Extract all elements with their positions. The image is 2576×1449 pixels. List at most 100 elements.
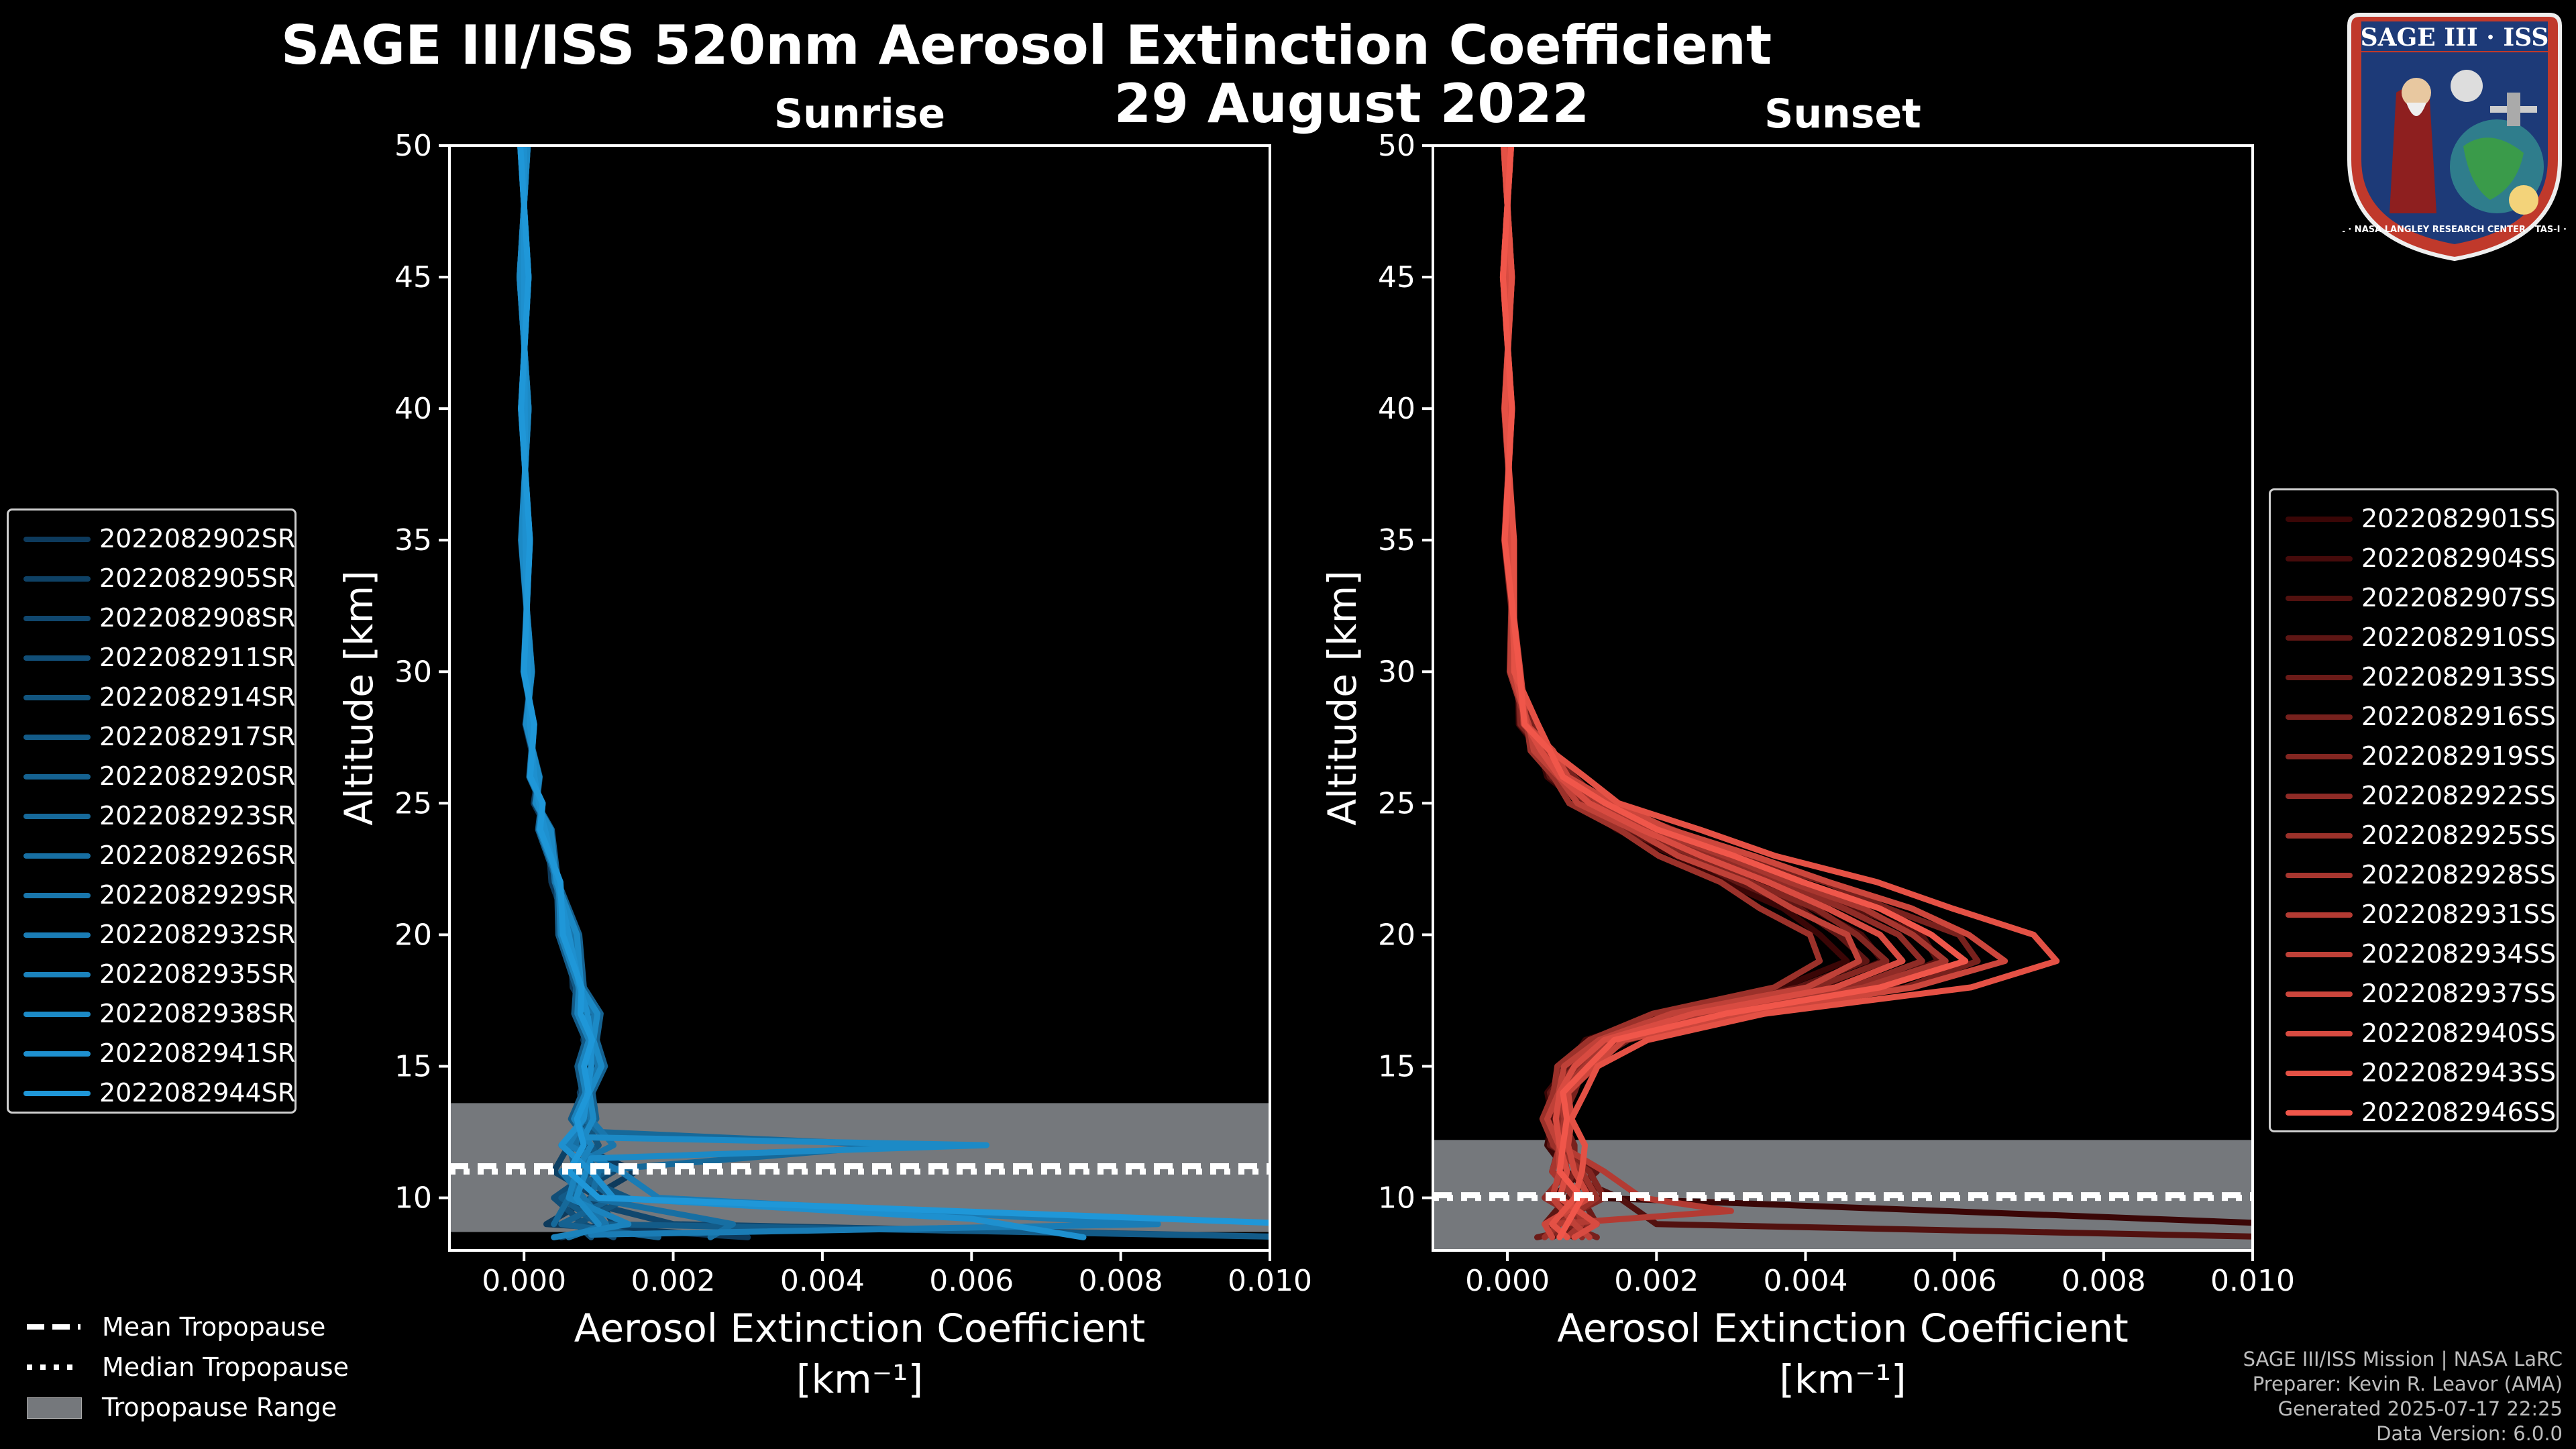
sunrise-legend: 2022082902SR 2022082905SR 2022082908SR 2022… [7, 508, 297, 1114]
tropopause-range-swatch [27, 1397, 82, 1419]
sunset-xtick-label: 0.004 [1763, 1264, 1847, 1298]
sunrise-xtick-label: 0.008 [1079, 1264, 1163, 1298]
sunrise-legend-entry: 2022082938SR [9, 995, 295, 1034]
sunset-legend-label: 2022082931SS [2361, 900, 2557, 929]
sunset-legend-entry: 2022082913SS [2271, 658, 2557, 697]
sunset-legend-entry: 2022082937SS [2271, 975, 2557, 1014]
sunrise-legend-swatch [23, 972, 91, 977]
sunrise-series-2022082944SR [517, 146, 1270, 1226]
sunset-legend-swatch [2286, 596, 2353, 601]
sunrise-ytick-label: 40 [394, 392, 432, 426]
tropopause-range-label: Tropopause Range [102, 1393, 337, 1422]
sunrise-legend-entry: 2022082920SR [9, 757, 295, 796]
sunset-legend-entry: 2022082907SS [2271, 579, 2557, 618]
sunset-legend-swatch [2286, 1071, 2353, 1076]
sunset-legend-swatch [2286, 714, 2353, 720]
sunset-ytick-label: 20 [1378, 918, 1415, 952]
sunset-legend-label: 2022082946SS [2361, 1097, 2557, 1127]
sunset-axes-frame [1432, 144, 2254, 1252]
sunrise-ytick-label: 45 [394, 260, 432, 294]
sunset-ytick-label: 45 [1378, 260, 1415, 294]
sunset-legend-swatch [2286, 1110, 2353, 1116]
sunset-legend-entry: 2022082940SS [2271, 1014, 2557, 1053]
sunrise-legend-swatch [23, 1091, 91, 1096]
sunrise-legend-label: 2022082902SR [99, 524, 296, 553]
sunrise-ytick-label: 50 [394, 129, 432, 163]
sunrise-ytick-label: 10 [394, 1181, 432, 1216]
mean-tropopause-label: Mean Tropopause [102, 1312, 326, 1342]
tropopause-legend: Mean Tropopause Median Tropopause Tropop… [13, 1308, 389, 1429]
sunrise-legend-entry: 2022082926SR [9, 837, 296, 875]
sunset-legend-swatch [2286, 991, 2353, 997]
sunrise-axes-frame [448, 144, 1271, 1252]
median-tropopause-label: Median Tropopause [102, 1352, 349, 1382]
sunset-legend-label: 2022082922SS [2361, 781, 2557, 810]
sunrise-legend-label: 2022082926SR [99, 841, 296, 870]
sunrise-legend-label: 2022082923SR [99, 801, 296, 830]
sunset-legend-swatch [2286, 754, 2353, 759]
sunrise-xtick-label: 0.002 [631, 1264, 716, 1298]
sunrise-legend-entry: 2022082929SR [9, 876, 295, 915]
sunrise-legend-swatch [23, 1051, 91, 1057]
sunrise-legend-label: 2022082935SR [99, 959, 296, 989]
footer-mission: SAGE III/ISS Mission | NASA LaRC [2243, 1348, 2563, 1371]
sunset-ytick-label: 15 [1378, 1050, 1415, 1084]
sunrise-legend-entry: 2022082917SR [9, 718, 296, 757]
sunrise-y-axis-label: Altitude [km] [336, 570, 382, 825]
sunset-y-axis-label: Altitude [km] [1320, 570, 1365, 825]
sunset-legend-entry: 2022082928SS [2271, 856, 2557, 895]
sunset-ytick-label: 35 [1378, 523, 1415, 557]
sunset-legend-entry: 2022082919SS [2271, 737, 2557, 776]
sunset-xtick-label: 0.008 [2061, 1264, 2146, 1298]
mean-tropopause-entry: Mean Tropopause [13, 1308, 389, 1346]
sunset-legend: 2022082901SS 2022082904SS 2022082907SS 2022… [2269, 488, 2559, 1132]
sunset-panel-title: Sunset [1764, 91, 1921, 138]
sunset-panel: 10 15 20 25 30 35 40 45 50 0.000 0.002 0.004 0.006 0.… [1320, 91, 2295, 1402]
sunset-legend-entry: 2022082910SS [2271, 619, 2557, 657]
sunrise-panel: 10 15 20 25 30 35 40 45 50 0.000 0.002 0.004 0.006 0.… [336, 91, 1312, 1402]
sunset-ytick-label: 50 [1378, 129, 1415, 163]
sunset-legend-label: 2022082940SS [2361, 1018, 2557, 1048]
sunrise-legend-entry: 2022082905SR [9, 559, 296, 598]
figure-title-line1: SAGE III/ISS 520nm Aerosol Extinction Co… [281, 14, 1772, 76]
sunrise-ytick-label: 30 [394, 655, 432, 689]
sunset-legend-label: 2022082916SS [2361, 702, 2557, 731]
sunset-legend-label: 2022082910SS [2361, 623, 2557, 652]
sunrise-x-axis-label: Aerosol Extinction Coefficient [574, 1305, 1146, 1351]
sunrise-legend-swatch [23, 1012, 91, 1017]
sunset-legend-entry: 2022082931SS [2271, 896, 2557, 934]
footer-preparer: Preparer: Kevin R. Leavor (AMA) [2252, 1373, 2563, 1395]
sunrise-legend-label: 2022082908SR [99, 603, 296, 633]
sunrise-legend-entry: 2022082914SR [9, 678, 295, 717]
sunrise-ytick-label: 20 [394, 918, 432, 952]
sunset-legend-label: 2022082928SS [2361, 860, 2557, 890]
sunrise-plot-area [449, 146, 1270, 1250]
mean-tropopause-swatch [27, 1324, 80, 1330]
sunrise-legend-label: 2022082917SR [99, 722, 296, 751]
sunset-xtick-label: 0.000 [1465, 1264, 1550, 1298]
footer-credits: SAGE III/ISS Mission | NASA LaRC Prepare… [2243, 1347, 2563, 1446]
sunset-legend-label: 2022082925SS [2361, 820, 2557, 850]
sunset-legend-label: 2022082934SS [2361, 939, 2557, 969]
sunrise-legend-swatch [23, 616, 91, 621]
sunrise-legend-entry: 2022082935SR [9, 955, 296, 994]
sunrise-legend-entry: 2022082902SR [9, 520, 296, 559]
sunset-legend-entry: 2022082934SS [2271, 935, 2557, 974]
sunrise-legend-swatch [23, 814, 91, 819]
figure-title-line2: 29 August 2022 [1114, 72, 1590, 135]
sunrise-legend-entry: 2022082932SR [9, 916, 295, 955]
sunrise-xtick-label: 0.006 [929, 1264, 1014, 1298]
sunrise-ytick-label: 25 [394, 786, 432, 820]
sunrise-x-axis-unit: [km⁻¹] [796, 1356, 923, 1402]
sunset-legend-swatch [2286, 794, 2353, 799]
sunset-legend-entry: 2022082946SS [2271, 1093, 2557, 1132]
sunrise-legend-label: 2022082905SR [99, 564, 296, 593]
median-tropopause-entry: Median Tropopause [13, 1348, 389, 1386]
median-tropopause-swatch [27, 1364, 80, 1370]
sunrise-xtick-label: 0.004 [780, 1264, 865, 1298]
sunset-legend-label: 2022082937SS [2361, 979, 2557, 1008]
sunset-legend-swatch [2286, 912, 2353, 918]
sunrise-ytick-label: 35 [394, 523, 432, 557]
logo-ring-text: BALL · NASA LANGLEY RESEARCH CENTER · TA… [2343, 225, 2567, 235]
sunrise-xtick-label: 0.010 [1228, 1264, 1312, 1298]
